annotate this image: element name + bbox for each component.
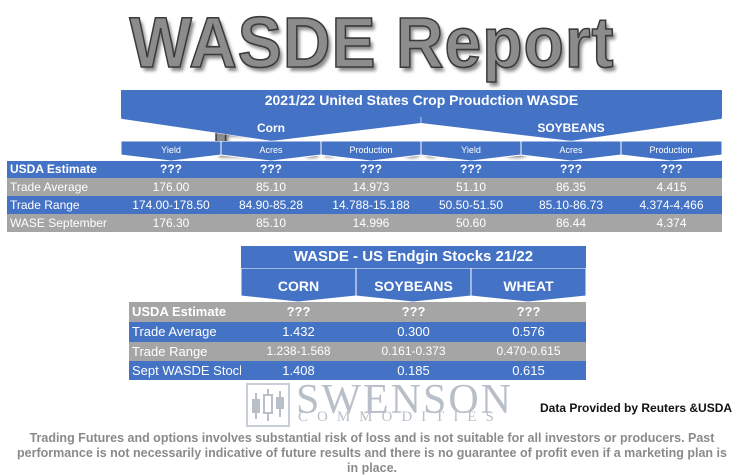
table-cell: 0.576	[512, 324, 545, 339]
table-cell: ???	[401, 304, 426, 319]
table-cell: 50.60	[455, 216, 487, 230]
row-label: WASE September	[10, 216, 107, 230]
page-title: WASDE Report Estimates	[129, 1, 615, 169]
table-cell: 0.300	[397, 324, 430, 339]
stocks-table-banner: WASDE - US Endgin Stocks 21/22	[241, 246, 586, 268]
col-soy-production: Production	[649, 145, 693, 155]
col-corn: CORN	[277, 278, 320, 294]
crop-row-wase-september: WASE September 176.30 85.10 14.996 50.60…	[7, 214, 722, 232]
row-label: Trade Range	[10, 198, 80, 212]
table-cell: 0.185	[397, 363, 430, 378]
crop-group-chevrons	[121, 111, 722, 141]
stocks-row-usda-estimate: USDA Estimate ??? ??? ???	[129, 302, 586, 322]
swenson-logo: SWENSON COMMODITIES	[246, 377, 511, 429]
table-cell: ???	[460, 162, 482, 176]
table-cell: 1.408	[282, 363, 315, 378]
row-label: Trade Range	[132, 344, 208, 359]
table-cell: 0.161-0.373	[381, 344, 446, 358]
crop-table-banner: 2021/22 United States Crop Proudction WA…	[121, 90, 722, 111]
table-cell: 14.788-15.188	[332, 198, 410, 212]
table-cell: 0.470-0.615	[496, 344, 561, 358]
table-cell: 86.35	[555, 180, 587, 194]
soybeans-group-label: SOYBEANS	[537, 121, 605, 135]
table-cell: 176.00	[152, 180, 190, 194]
col-soy-yield: Yield	[461, 145, 481, 155]
table-cell: 50.50-51.50	[438, 198, 504, 212]
table-cell: 4.415	[656, 180, 687, 194]
stocks-column-chevrons	[241, 268, 586, 302]
row-label: USDA Estimate	[132, 304, 227, 319]
crop-row-trade-range: Trade Range 174.00-178.50 84.90-85.28 14…	[7, 196, 722, 214]
stocks-row-trade-range: Trade Range 1.238-1.568 0.161-0.373 0.47…	[129, 342, 586, 361]
crop-row-usda-estimate: USDA Estimate ??? ??? ??? ??? ??? ???	[7, 161, 722, 178]
logo-name: SWENSON	[296, 377, 514, 423]
row-label: USDA Estimate	[10, 162, 97, 176]
row-label: Trade Average	[10, 180, 89, 194]
candlestick-logo-icon	[246, 383, 290, 427]
crop-column-chevrons	[121, 141, 722, 161]
table-cell: 4.374	[656, 216, 687, 230]
table-cell: 14.973	[352, 180, 390, 194]
stocks-row-trade-average: Trade Average 1.432 0.300 0.576	[129, 322, 586, 342]
table-cell: 1.238-1.568	[266, 344, 331, 358]
table-cell: ???	[516, 304, 541, 319]
col-wheat: WHEAT	[503, 278, 554, 294]
col-corn-yield: Yield	[161, 145, 181, 155]
col-soy-acres: Acres	[559, 145, 583, 155]
col-corn-production: Production	[349, 145, 393, 155]
table-cell: ???	[560, 162, 582, 176]
table-cell: 85.10-86.73	[538, 198, 604, 212]
table-cell: 86.44	[555, 216, 587, 230]
crop-row-trade-average: Trade Average 176.00 85.10 14.973 51.10 …	[7, 178, 722, 196]
risk-disclaimer: Trading Futures and options involves sub…	[17, 431, 727, 475]
table-cell: 85.10	[255, 216, 287, 230]
table-cell: ???	[160, 162, 182, 176]
data-source-note: Data Provided by Reuters &USDA	[540, 401, 733, 415]
row-label: Sept WASDE Stocks	[132, 363, 241, 378]
table-cell: 0.615	[512, 363, 545, 378]
col-corn-acres: Acres	[259, 145, 283, 155]
table-cell: 85.10	[255, 180, 287, 194]
table-cell: 1.432	[282, 324, 315, 339]
table-cell: 4.374-4.466	[639, 198, 704, 212]
table-cell: 84.90-85.28	[238, 198, 304, 212]
table-cell: 174.00-178.50	[132, 198, 210, 212]
table-cell: ???	[286, 304, 311, 319]
table-cell: ???	[660, 162, 683, 176]
stocks-row-sept-wasde: Sept WASDE Stocks 1.408 0.185 0.615	[129, 361, 586, 380]
row-label: Trade Average	[132, 324, 217, 339]
table-cell: 14.996	[352, 216, 390, 230]
table-cell: 176.30	[152, 216, 190, 230]
table-cell: 51.10	[455, 180, 487, 194]
table-cell: ???	[360, 162, 382, 176]
corn-group-label: Corn	[257, 121, 285, 135]
table-cell: ???	[260, 162, 282, 176]
logo-subtitle: COMMODITIES	[298, 409, 503, 425]
col-soybeans: SOYBEANS	[374, 278, 453, 294]
